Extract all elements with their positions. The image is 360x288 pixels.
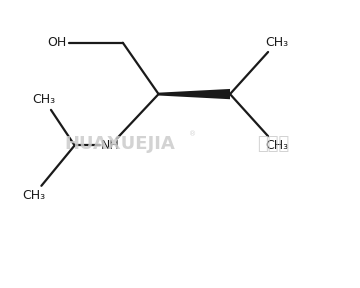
- Text: HUAXUEJIA: HUAXUEJIA: [64, 135, 175, 153]
- Text: CH₃: CH₃: [33, 93, 56, 106]
- Text: CH₃: CH₃: [265, 139, 288, 152]
- Polygon shape: [158, 89, 230, 99]
- Text: 化学加: 化学加: [257, 135, 289, 153]
- Text: ®: ®: [189, 131, 196, 137]
- Text: OH: OH: [47, 36, 66, 49]
- Text: CH₃: CH₃: [265, 36, 288, 49]
- Text: CH₃: CH₃: [22, 189, 45, 202]
- Text: NH: NH: [101, 139, 120, 152]
